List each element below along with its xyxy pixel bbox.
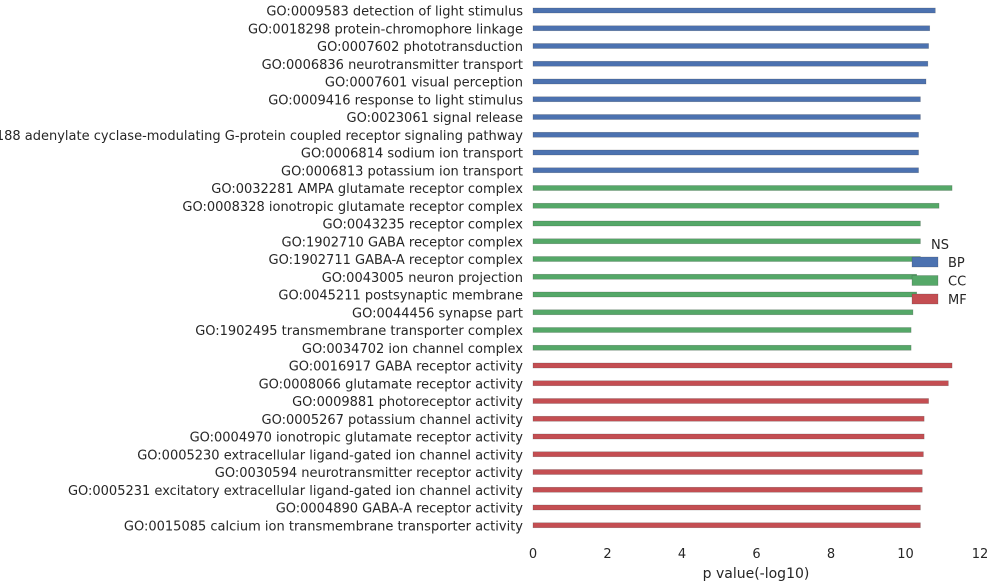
legend-swatch-cc [911,275,939,286]
category-label: GO:0006814 sodium ion transport [301,147,523,162]
bar-27 [532,486,923,493]
legend-label-cc: CC [948,275,966,290]
bar-9 [532,167,919,174]
x-tick-label: 8 [827,547,835,562]
legend: NS BP CC MF [911,238,967,308]
bar-1 [532,25,931,32]
x-tick-label: 12 [972,547,989,562]
x-axis: 0 2 4 6 8 10 12 [529,547,988,562]
x-tick-label: 0 [529,547,537,562]
bar-20 [532,362,953,369]
category-label: GO:0018298 protein-chromophore linkage [248,22,523,37]
category-label: GO:0045211 postsynaptic membrane [278,289,523,304]
bar-0 [532,7,936,14]
category-label: GO:0044456 synapse part [352,306,523,321]
category-label: GO:0005230 extracellular ligand-gated io… [137,448,523,463]
category-label: GO:0015085 calcium ion transmembrane tra… [124,519,523,534]
category-label: GO:0004890 GABA-A receptor activity [276,502,524,517]
x-tick-label: 6 [752,547,760,562]
bar-19 [532,344,912,351]
x-tick-label: 10 [897,547,914,562]
category-label: GO:0009881 photoreceptor activity [292,395,523,410]
legend-swatch-mf [911,293,939,305]
category-label: GO:0007602 phototransduction [317,40,523,55]
bar-5 [532,96,921,103]
category-label: GO:0030594 neurotransmitter receptor act… [215,466,524,481]
bar-7 [532,131,919,138]
bars-group [532,7,953,529]
category-label: GO:0005267 potassium channel activity [262,413,524,428]
bar-23 [532,415,925,422]
category-label: GO:0009583 detection of light stimulus [266,5,523,20]
legend-swatch-bp [911,256,939,268]
category-label: GO:0007601 visual perception [325,76,523,91]
category-label: GO:0043235 receptor complex [322,218,523,233]
category-label: GO:0043005 neuron projection [322,271,523,286]
bar-29 [532,522,921,529]
category-label: GO:0032281 AMPA glutamate receptor compl… [211,182,523,197]
category-label: GO:1902495 transmembrane transporter com… [195,324,523,339]
category-label: GO:0008066 glutamate receptor activity [259,377,524,392]
bar-26 [532,469,923,475]
bar-25 [532,451,924,458]
category-label: GO:0008328 ionotropic glutamate receptor… [182,200,523,215]
bar-4 [532,78,927,85]
bar-24 [532,433,925,440]
bar-12 [532,220,921,227]
bar-10 [532,185,953,191]
category-label: GO:0034702 ion channel complex [302,342,523,357]
category-label: GO:0004970 ionotropic glutamate receptor… [190,431,524,446]
legend-title: NS [931,238,949,253]
bar-11 [532,202,940,209]
bar-28 [532,504,921,511]
category-label: GO:0023061 signal release [347,111,523,126]
x-axis-label: p value(-log10) [703,566,810,582]
bar-13 [532,238,921,245]
x-tick-label: 2 [603,547,611,562]
bar-22 [532,398,929,404]
category-labels-group: GO:0009583 detection of light stimulus GO… [0,5,523,535]
bar-14 [532,256,921,262]
category-label: GO:0007188 adenylate cyclase-modulating … [0,129,523,144]
x-tick-label: 4 [678,547,686,562]
bar-3 [532,60,929,67]
bar-18 [532,327,912,333]
category-label: GO:0016917 GABA receptor activity [289,360,524,375]
category-label: GO:0009416 response to light stimulus [268,93,523,108]
bar-15 [532,273,917,280]
bar-17 [532,309,914,316]
legend-label-mf: MF [948,293,967,308]
bar-21 [532,380,949,387]
category-label: GO:0005231 excitatory extracellular liga… [68,484,523,499]
bar-8 [532,149,919,156]
category-label: GO:0006813 potassium ion transport [281,164,523,179]
legend-label-bp: BP [948,256,965,271]
category-label: GO:1902711 GABA-A receptor complex [269,253,524,268]
bar-2 [532,43,929,49]
category-label: GO:0006836 neurotransmitter transport [262,58,523,73]
bar-6 [532,114,921,120]
category-label: GO:1902710 GABA receptor complex [282,235,524,250]
bar-16 [532,291,917,298]
